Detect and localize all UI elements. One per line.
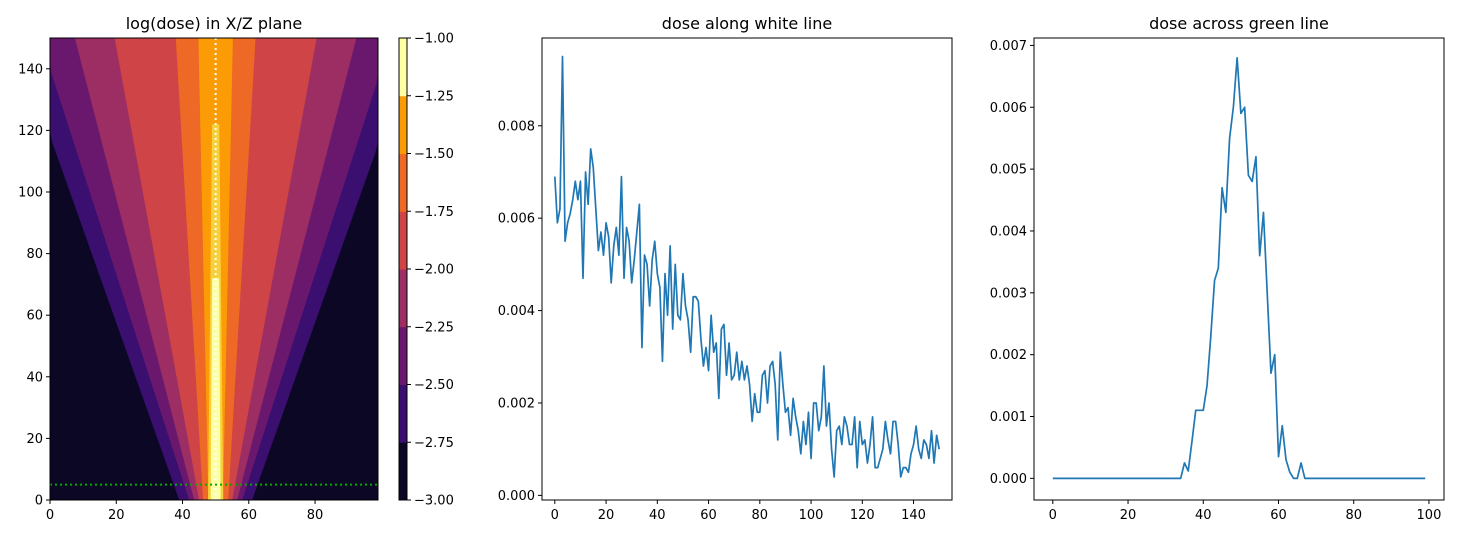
white-line-panel: dose along white line 0 20 40 60 80 100 120 140… bbox=[498, 14, 953, 523]
colorbar-segment bbox=[399, 384, 407, 443]
x-tick-label: 140 bbox=[901, 508, 926, 523]
series-line bbox=[1052, 56, 1426, 480]
x-tick-label: 80 bbox=[307, 508, 324, 523]
heatmap-frame bbox=[49, 37, 379, 501]
series-line bbox=[553, 55, 941, 478]
heatmap-x-axis: 0 20 40 60 80 bbox=[46, 500, 323, 523]
colorbar-tick-label: −2.50 bbox=[414, 378, 454, 393]
x-tick-label: 60 bbox=[700, 508, 717, 523]
x-tick-label: 20 bbox=[1120, 508, 1137, 523]
x-tick-label: 80 bbox=[752, 508, 769, 523]
x-tick-label: 40 bbox=[174, 508, 191, 523]
x-tick-label: 20 bbox=[598, 508, 615, 523]
y-tick-label: 0.004 bbox=[498, 304, 535, 319]
white-line-series bbox=[553, 55, 941, 478]
x-tick-label: 0 bbox=[46, 508, 54, 523]
colorbar-tick-label: −1.25 bbox=[414, 89, 454, 104]
heatmap-title: log(dose) in X/Z plane bbox=[126, 14, 303, 33]
y-tick-label: 60 bbox=[26, 309, 43, 324]
y-tick-label: 0.002 bbox=[498, 396, 535, 411]
x-tick-label: 0 bbox=[1049, 508, 1057, 523]
y-tick-label: 100 bbox=[18, 186, 43, 201]
colorbar-segment bbox=[399, 95, 407, 154]
colorbar-tick-label: −1.50 bbox=[414, 147, 454, 162]
y-tick-label: 0.008 bbox=[498, 119, 535, 134]
colorbar-tick-label: −2.00 bbox=[414, 263, 454, 278]
heatmap-y-axis: 0 20 40 60 80 100 120 140 bbox=[18, 62, 50, 509]
y-tick-label: 0.000 bbox=[498, 489, 535, 504]
colorbar-segment bbox=[399, 153, 407, 212]
y-tick-label: 40 bbox=[26, 370, 43, 385]
x-tick-label: 80 bbox=[1345, 508, 1362, 523]
colorbar: −3.00 −2.75 −2.50 −2.25 −2.00 −1.75 −1.50 −1.25… bbox=[398, 32, 454, 509]
green-line-y-axis: 0.000 0.001 0.002 0.003 0.004 0.005 0.006 0.007 bbox=[990, 39, 1034, 487]
x-tick-label: 0 bbox=[551, 508, 559, 523]
y-tick-label: 0.004 bbox=[990, 224, 1027, 239]
green-line-title: dose across green line bbox=[1149, 14, 1329, 33]
x-tick-label: 20 bbox=[108, 508, 125, 523]
white-line-frame bbox=[541, 37, 953, 501]
y-tick-label: 0 bbox=[35, 494, 43, 509]
colorbar-tick-label: −1.00 bbox=[414, 32, 454, 47]
colorbar-segment bbox=[399, 442, 407, 501]
y-tick-label: 120 bbox=[18, 124, 43, 139]
colorbar-segment bbox=[399, 211, 407, 270]
green-line-frame bbox=[1033, 37, 1445, 501]
x-tick-label: 40 bbox=[1195, 508, 1212, 523]
green-line-panel: dose across green line 0 20 40 60 80 100 0.00… bbox=[990, 14, 1445, 523]
colorbar-tick-label: −3.00 bbox=[414, 494, 454, 509]
x-tick-label: 100 bbox=[1417, 508, 1442, 523]
x-tick-label: 100 bbox=[799, 508, 824, 523]
y-tick-label: 0.006 bbox=[498, 212, 535, 227]
white-line-y-axis: 0.000 0.002 0.004 0.006 0.008 bbox=[498, 119, 542, 504]
y-tick-label: 0.000 bbox=[990, 472, 1027, 487]
white-line-x-axis: 0 20 40 60 80 100 120 140 bbox=[551, 500, 926, 523]
colorbar-segment bbox=[399, 38, 407, 97]
y-tick-label: 80 bbox=[26, 247, 43, 262]
heatmap-panel: log(dose) in X/Z plane 0 20 40 60 80 0 20 40 60… bbox=[18, 14, 454, 523]
y-tick-label: 0.001 bbox=[990, 410, 1027, 425]
green-line-x-axis: 0 20 40 60 80 100 bbox=[1049, 500, 1442, 523]
colorbar-tick-label: −1.75 bbox=[414, 205, 454, 220]
x-tick-label: 120 bbox=[850, 508, 875, 523]
y-tick-label: 20 bbox=[26, 432, 43, 447]
colorbar-segment bbox=[399, 326, 407, 385]
colorbar-segment bbox=[399, 269, 407, 328]
heatmap-image bbox=[50, 38, 378, 501]
y-tick-label: 0.005 bbox=[990, 163, 1027, 178]
y-tick-label: 0.003 bbox=[990, 286, 1027, 301]
x-tick-label: 60 bbox=[241, 508, 258, 523]
x-tick-label: 60 bbox=[1270, 508, 1287, 523]
y-tick-label: 0.007 bbox=[990, 39, 1027, 54]
y-tick-label: 0.002 bbox=[990, 348, 1027, 363]
green-line-series bbox=[1052, 56, 1426, 480]
colorbar-tick-label: −2.25 bbox=[414, 320, 454, 335]
y-tick-label: 0.006 bbox=[990, 101, 1027, 116]
y-tick-label: 140 bbox=[18, 62, 43, 77]
white-line-title: dose along white line bbox=[662, 14, 832, 33]
colorbar-tick-label: −2.75 bbox=[414, 436, 454, 451]
x-tick-label: 40 bbox=[649, 508, 666, 523]
